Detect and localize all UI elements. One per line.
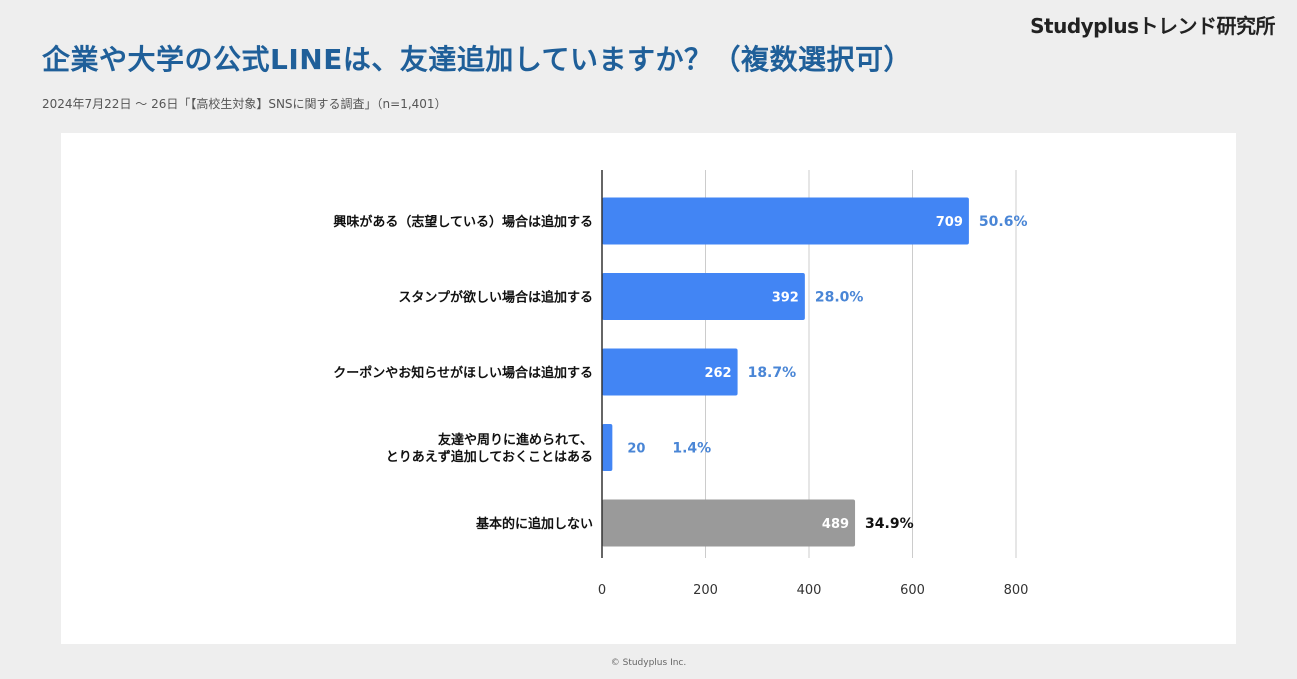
- category-label: 友達や周りに進められて、: [438, 432, 593, 448]
- page-title: 企業や大学の公式LINEは、友達追加していますか？（複数選択可）: [42, 43, 912, 76]
- value-label: 20: [627, 442, 645, 457]
- bar: [602, 499, 856, 547]
- category-label: とりあえず追加しておくことはある: [386, 449, 593, 465]
- category-label: クーポンやお知らせがほしい場合は追加する: [333, 365, 593, 381]
- x-tick-label: 600: [900, 583, 925, 598]
- value-label: 709: [936, 215, 963, 230]
- bar: [602, 348, 738, 396]
- value-label: 489: [822, 517, 849, 532]
- value-label: 392: [772, 291, 799, 306]
- category-label: 興味がある（志望している）場合は追加する: [333, 214, 593, 230]
- percent-label: 1.4%: [672, 441, 711, 457]
- x-tick-label: 0: [598, 583, 606, 598]
- percent-label: 34.9%: [865, 516, 914, 532]
- value-label: 262: [704, 366, 731, 381]
- x-tick-label: 800: [1004, 583, 1029, 598]
- bar-chart: 0 200 400 600 800 興味がある（志望している）場合は追加する 709 50.6…: [333, 170, 1029, 598]
- chart-panel: 0 200 400 600 800 興味がある（志望している）場合は追加する 709 50.6…: [61, 133, 1236, 644]
- x-tick-label: 200: [693, 583, 718, 598]
- brand-logo: Studyplusトレンド研究所: [1030, 14, 1275, 38]
- percent-label: 28.0%: [815, 290, 864, 306]
- percent-label: 18.7%: [748, 365, 797, 381]
- bar: [602, 424, 613, 471]
- copyright-footer: © Studyplus Inc.: [610, 658, 687, 668]
- category-label: スタンプが欲しい場合は追加する: [398, 290, 593, 306]
- percent-label: 50.6%: [979, 214, 1028, 230]
- x-tick-label: 400: [797, 583, 822, 598]
- bar: [602, 197, 969, 245]
- bar: [602, 273, 805, 320]
- survey-subtitle: 2024年7月22日 〜 26日「【高校生対象】SNSに関する調査」（n=1,4…: [42, 97, 447, 111]
- category-label: 基本的に追加しない: [475, 516, 593, 532]
